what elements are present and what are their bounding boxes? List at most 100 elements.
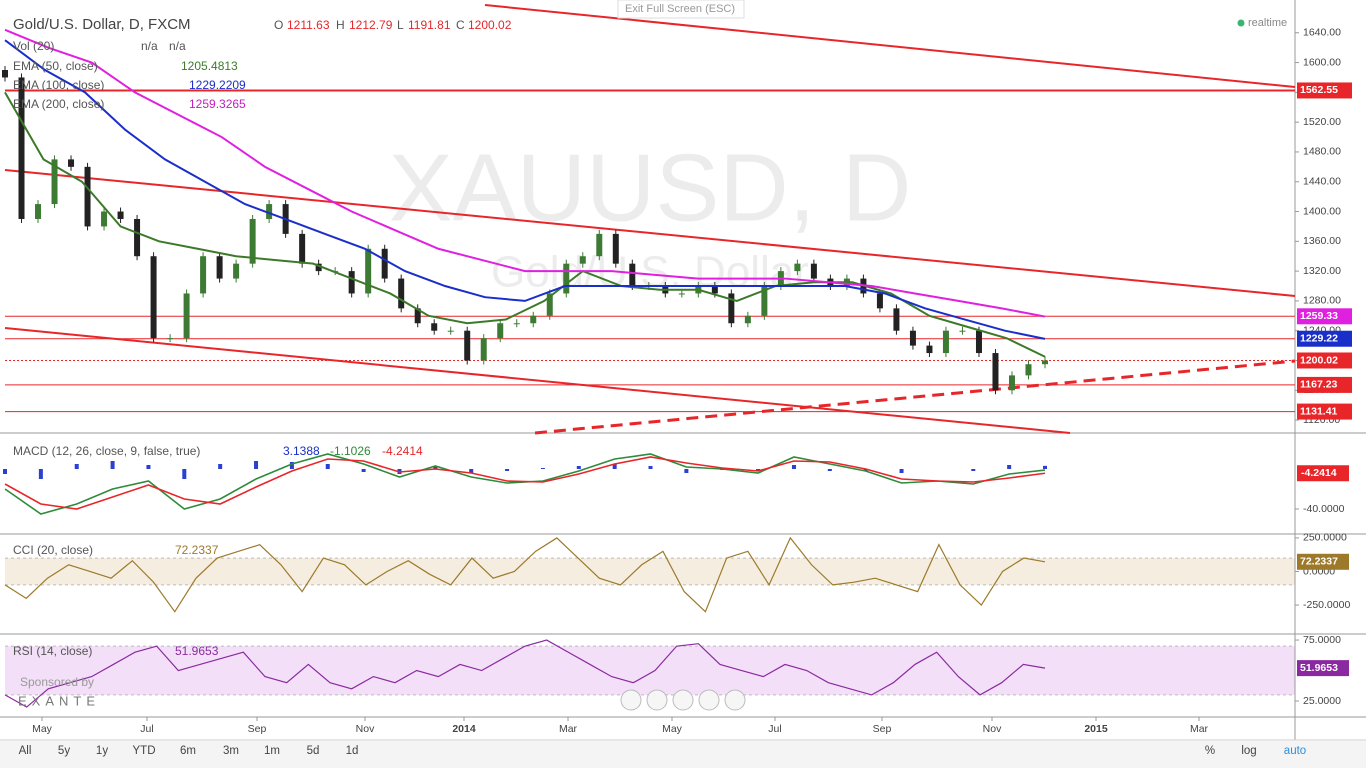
zoom-out[interactable] xyxy=(646,689,668,711)
range-button[interactable]: 1y xyxy=(96,745,108,757)
symbol: Gold/U.S. Dollar, D, FXCM xyxy=(13,16,191,33)
macd-histogram xyxy=(540,468,545,469)
indicator-value: 3.1388 xyxy=(283,444,320,458)
macd-histogram xyxy=(971,469,976,471)
candle xyxy=(315,263,322,272)
range-button[interactable]: All xyxy=(19,745,32,757)
candle xyxy=(414,308,421,324)
y-tick-label: -250.0000 xyxy=(1303,599,1350,611)
candle xyxy=(1008,375,1015,391)
zoom-controls xyxy=(620,689,746,711)
range-button[interactable]: YTD xyxy=(133,745,156,757)
macd-histogram xyxy=(756,469,761,471)
time-label: Mar xyxy=(1190,723,1209,735)
range-button[interactable]: 5y xyxy=(58,745,70,757)
time-label: Jul xyxy=(768,723,781,735)
candle xyxy=(216,256,223,279)
candle xyxy=(1025,364,1032,376)
candle xyxy=(464,330,471,361)
candle xyxy=(926,345,933,354)
scroll-left[interactable] xyxy=(620,689,642,711)
candle xyxy=(761,286,768,316)
price-badge xyxy=(1297,376,1352,393)
status: realtime xyxy=(1248,17,1287,29)
exit-fullscreen-label[interactable]: Exit Full Screen (ESC) xyxy=(625,3,735,15)
candle xyxy=(876,293,883,309)
plot xyxy=(2,28,1295,708)
y-tick-label: 1280.00 xyxy=(1303,295,1341,307)
time-label: Sep xyxy=(873,723,892,735)
rsi-line xyxy=(4,639,1046,708)
candle xyxy=(909,330,916,346)
macd-histogram xyxy=(146,465,151,469)
price-badge-label: 1167.23 xyxy=(1300,379,1338,391)
indicator-value: 1229.2209 xyxy=(189,78,246,92)
value-badge xyxy=(1297,465,1349,482)
price-badge xyxy=(1297,403,1352,420)
macd-histogram xyxy=(325,464,330,469)
y-tick-label: 1600.00 xyxy=(1303,56,1341,68)
candle xyxy=(530,315,537,324)
candle xyxy=(348,271,355,294)
sponsor-brand: EXANTE xyxy=(18,693,100,708)
candle xyxy=(992,353,999,391)
candle xyxy=(398,278,405,309)
axes: 1120.001160.001200.001240.001280.001320.… xyxy=(19,27,1352,757)
reset[interactable] xyxy=(672,689,694,711)
macd-histogram xyxy=(505,469,510,471)
scale-option[interactable]: auto xyxy=(1284,745,1306,757)
range-button[interactable]: 6m xyxy=(180,745,196,757)
time-label: Sep xyxy=(248,723,267,735)
range-button[interactable]: 3m xyxy=(223,745,239,757)
scale-option[interactable]: log xyxy=(1241,745,1256,757)
ohlc-value: 1200.02 xyxy=(468,18,512,32)
price-badge xyxy=(1297,330,1352,347)
ohlc-key: O xyxy=(274,18,283,32)
candle xyxy=(134,218,141,257)
macd-histogram xyxy=(1007,465,1012,469)
candle xyxy=(431,323,438,331)
zoom-in[interactable] xyxy=(698,689,720,711)
macd-histogram xyxy=(3,469,7,474)
candle xyxy=(497,323,504,339)
candle xyxy=(183,293,190,339)
cci-line xyxy=(4,536,1046,613)
macd-histogram xyxy=(827,469,832,471)
candle xyxy=(68,159,75,167)
candle xyxy=(579,256,586,264)
trend-line xyxy=(534,359,1296,435)
candle xyxy=(35,204,42,219)
macd-histogram xyxy=(684,469,689,473)
candle xyxy=(612,233,619,264)
time-label: May xyxy=(662,723,683,735)
scroll-right[interactable] xyxy=(724,689,746,711)
macd-histogram xyxy=(469,469,474,473)
y-tick-label: 1360.00 xyxy=(1303,235,1341,247)
macd-histogram xyxy=(899,469,904,473)
macd-histogram xyxy=(289,462,294,469)
candle xyxy=(711,286,718,294)
indicator-value: 1259.3265 xyxy=(189,97,246,111)
ohlc-value: 1212.79 xyxy=(349,18,393,32)
trend-line xyxy=(4,327,1071,434)
exit-fullscreen[interactable] xyxy=(617,0,745,19)
time-label: Jul xyxy=(140,723,153,735)
y-tick-label: 1400.00 xyxy=(1303,205,1341,217)
range-button[interactable]: 5d xyxy=(307,745,320,757)
macd-histogram xyxy=(218,464,223,469)
y-tick-label: 25.0000 xyxy=(1303,695,1341,707)
value-badge-label: 72.2337 xyxy=(1300,556,1338,568)
scale-option[interactable]: % xyxy=(1205,745,1215,757)
y-tick-label: 1440.00 xyxy=(1303,176,1341,188)
macd-histogram xyxy=(791,465,796,469)
indicator-value: 72.2337 xyxy=(175,543,219,557)
candle xyxy=(678,293,685,295)
time-label: May xyxy=(32,723,53,735)
range-button[interactable]: 1m xyxy=(264,745,280,757)
candle xyxy=(51,159,58,205)
ohlc-key: H xyxy=(336,18,345,32)
time-label: Mar xyxy=(559,723,578,735)
range-button[interactable]: 1d xyxy=(346,745,359,757)
